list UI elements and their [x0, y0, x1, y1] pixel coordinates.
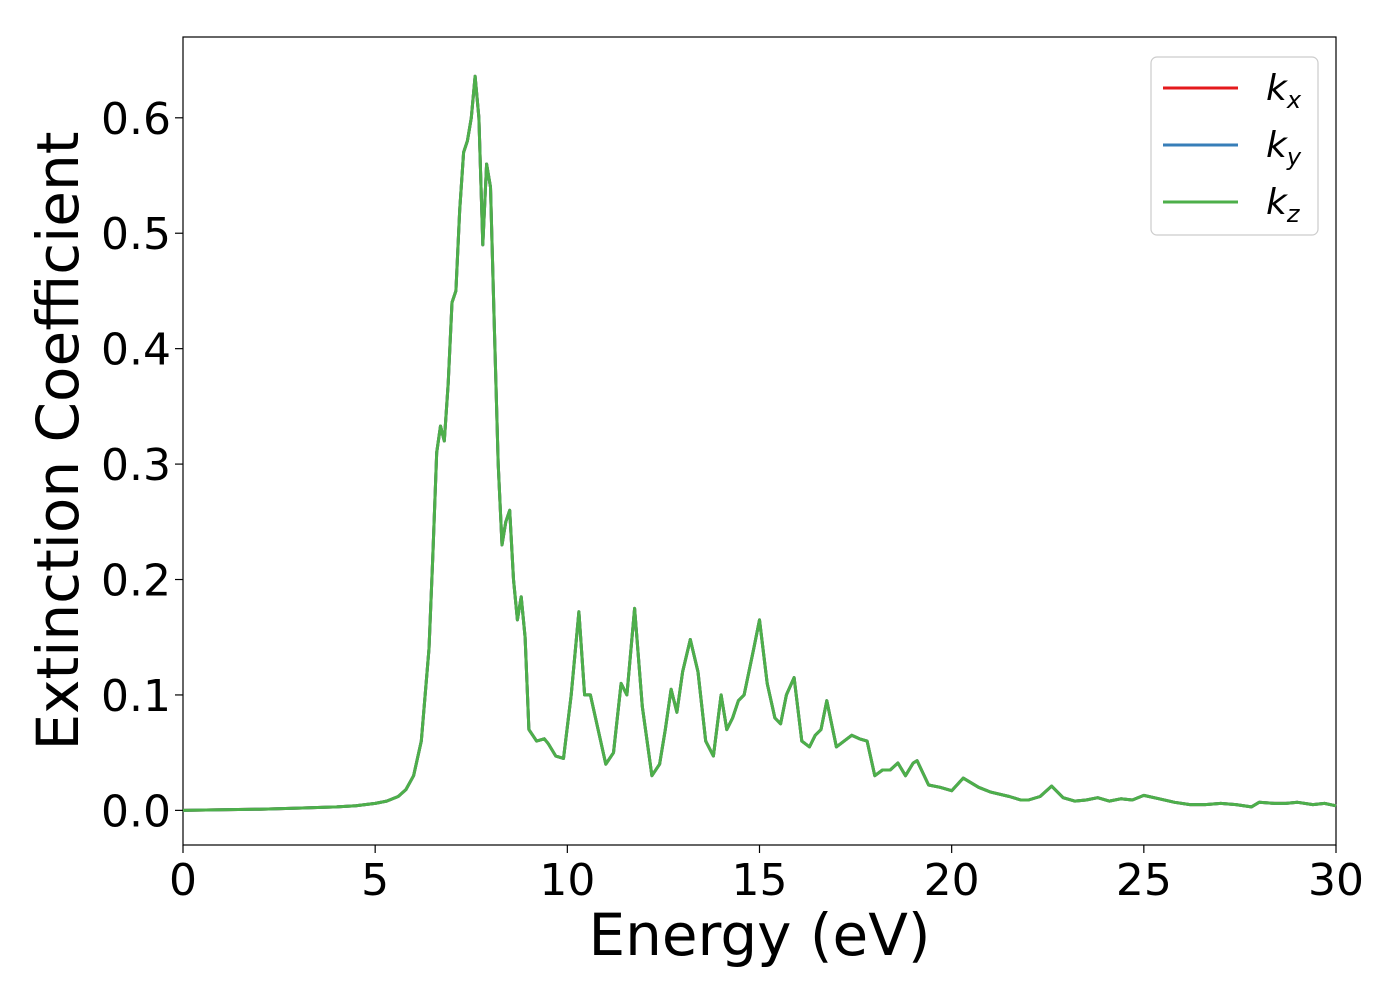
x-tick-label: 25	[1116, 855, 1172, 906]
y-axis-label: Extinction Coefficient	[24, 132, 92, 751]
x-axis-label: Energy (eV)	[588, 901, 930, 969]
y-tick-label: 0.3	[101, 440, 171, 491]
y-tick-label: 0.0	[101, 786, 171, 837]
y-tick-label: 0.5	[101, 209, 171, 260]
x-tick-label: 10	[539, 855, 595, 906]
series-lines	[182, 74, 1337, 812]
x-tick-label: 5	[361, 855, 389, 906]
y-tick-label: 0.4	[101, 325, 171, 376]
x-axis-ticks: 0 5 10 15 20 25 30	[169, 845, 1364, 906]
y-axis-ticks: 0.0 0.1 0.2 0.3 0.4 0.5 0.6	[101, 94, 183, 837]
series-line-k-z	[182, 74, 1337, 812]
x-tick-label: 15	[732, 855, 788, 906]
y-tick-label: 0.2	[101, 556, 171, 607]
legend-label: kx	[1266, 68, 1302, 114]
legend-label: kz	[1266, 182, 1301, 228]
y-tick-label: 0.1	[101, 671, 171, 722]
x-tick-label: 0	[169, 855, 197, 906]
legend-label: ky	[1266, 125, 1302, 171]
x-tick-label: 20	[924, 855, 980, 906]
y-tick-label: 0.6	[101, 94, 171, 145]
legend: kx ky kz	[1150, 56, 1319, 236]
x-tick-label: 30	[1308, 855, 1364, 906]
